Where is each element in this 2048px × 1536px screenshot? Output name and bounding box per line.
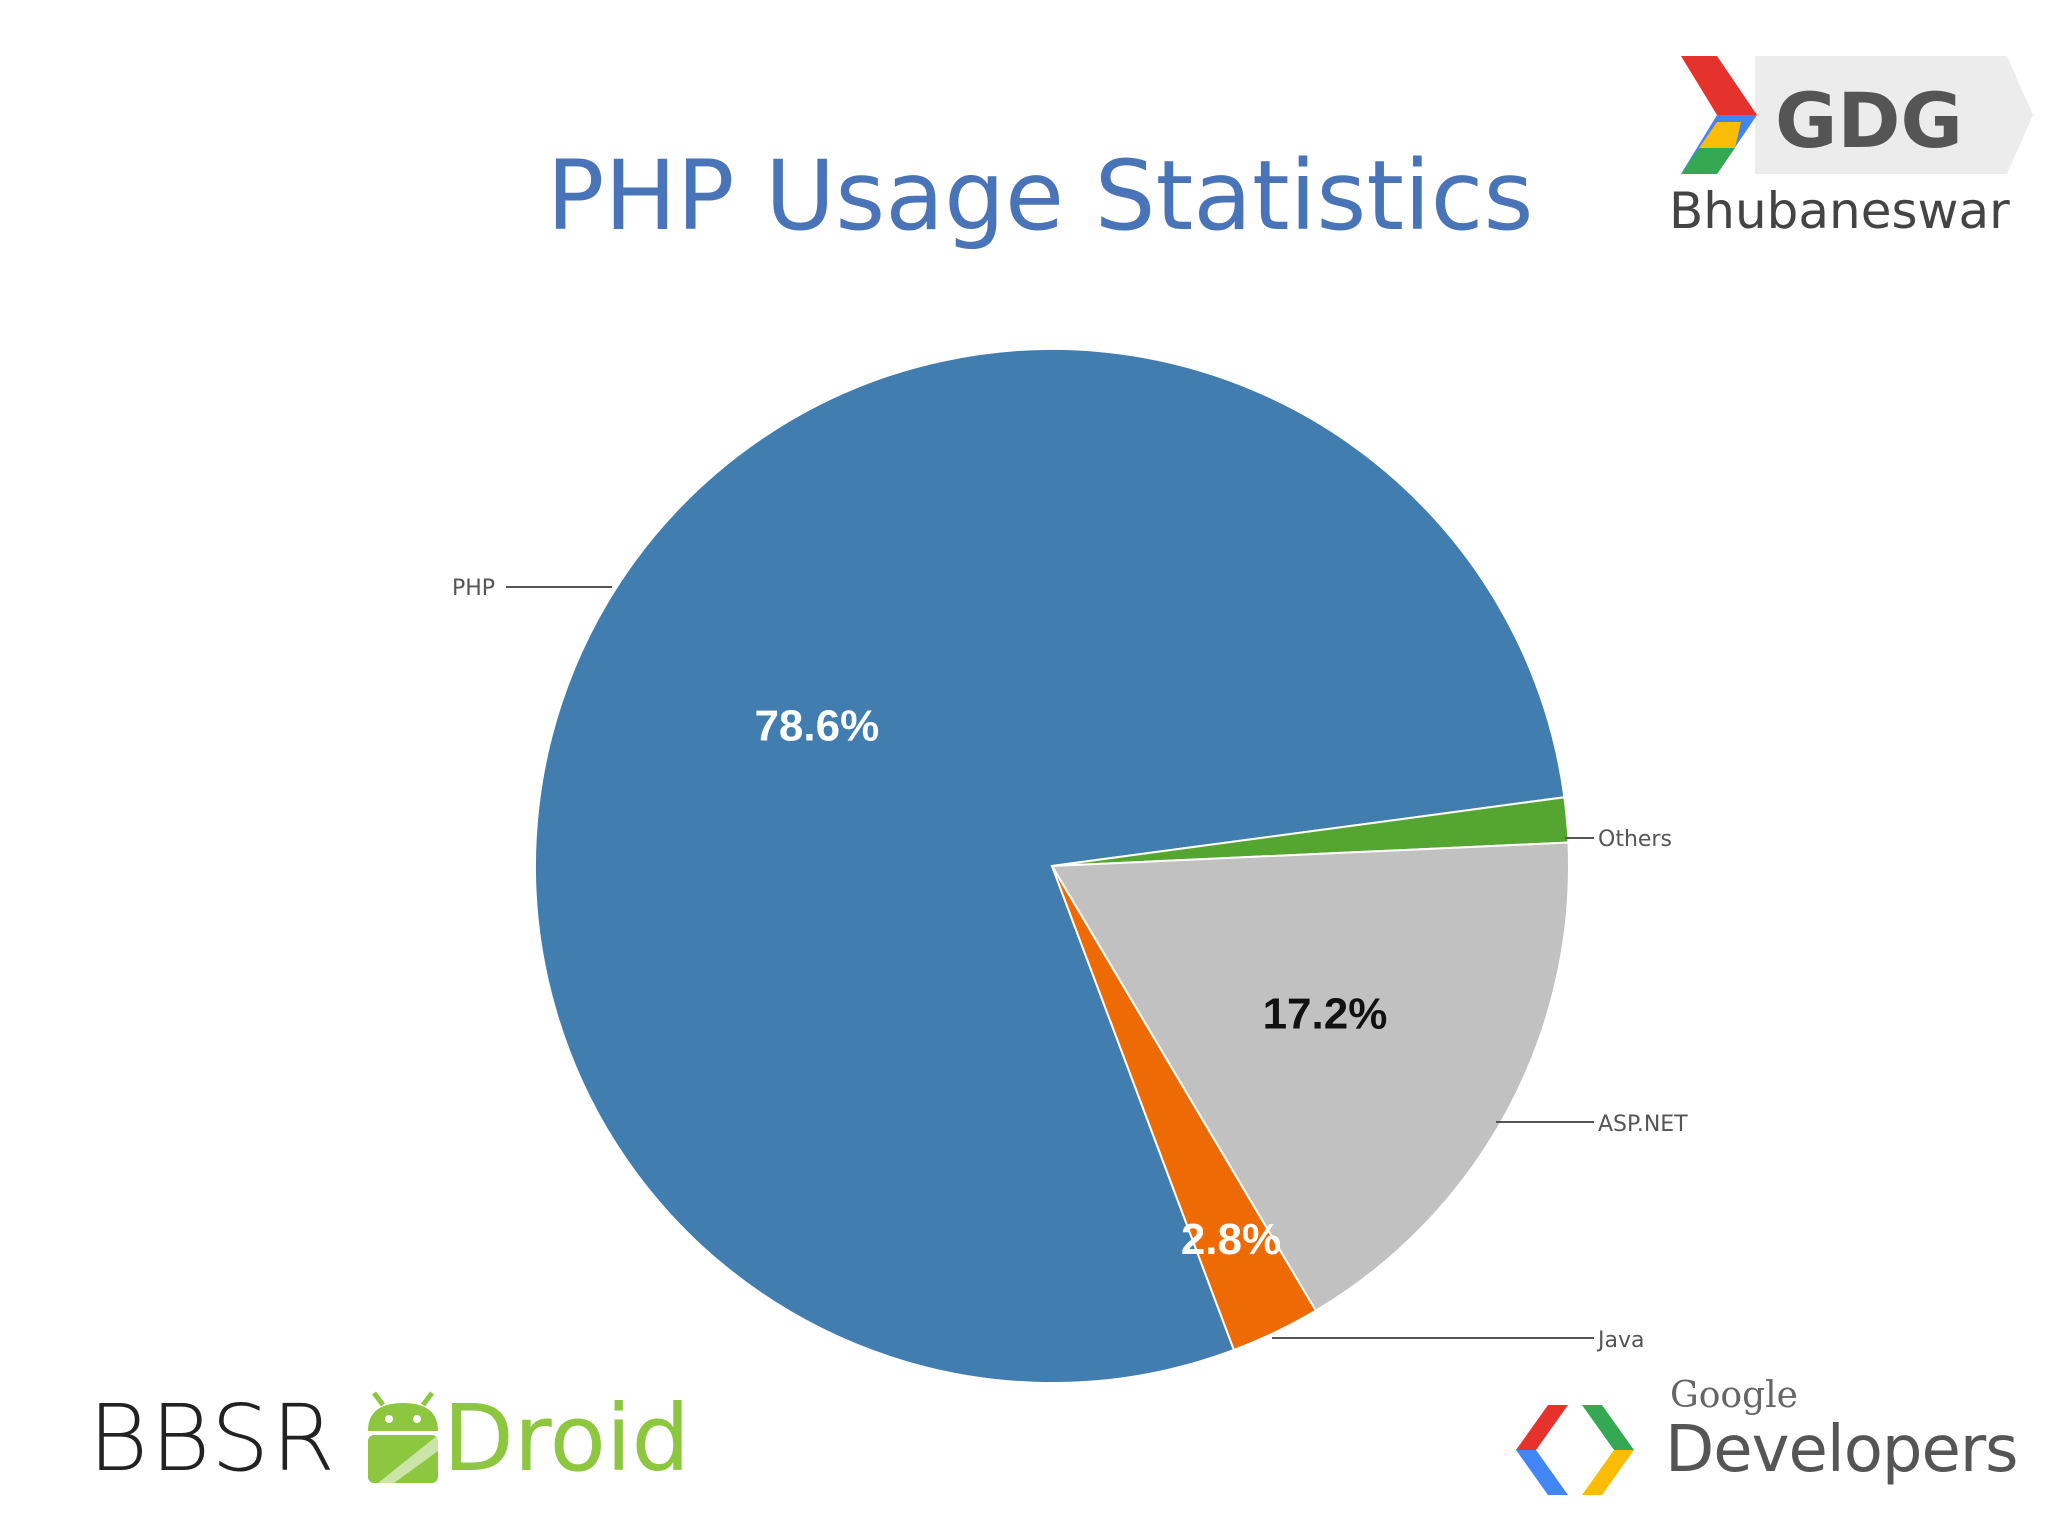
google-developers-brackets-icon — [1516, 1405, 1634, 1495]
google-wordmark: Google — [1670, 1375, 1798, 1416]
developers-wordmark: Developers — [1665, 1413, 2018, 1487]
droid-wordmark: Droid — [443, 1385, 690, 1492]
category-label-php: PHP — [452, 576, 495, 601]
gdg-city-label: Bhubaneswar — [1669, 182, 2010, 240]
category-label-others: Others — [1598, 827, 1672, 852]
data-label-java: 2.8% — [1181, 1215, 1281, 1264]
pie-slice-asp-net — [1050, 841, 1570, 1313]
gdg-banner-icon — [1681, 56, 2033, 174]
data-label-asp-net: 17.2% — [1263, 989, 1388, 1038]
bbsr-droid-logo: BBSR Droid — [88, 1385, 690, 1495]
slide-title: PHP Usage Statistics — [546, 140, 1534, 252]
category-label-java: Java — [1596, 1328, 1644, 1353]
google-developers-logo: Google Developers — [1510, 1375, 2030, 1505]
data-label-php: 78.6% — [754, 701, 879, 750]
pie-slice-php — [534, 348, 1566, 1384]
category-label-asp-net: ASP.NET — [1598, 1112, 1688, 1137]
pie-slice-java — [1051, 865, 1318, 1352]
android-icon — [368, 1391, 438, 1483]
gdg-bhubaneswar-logo: GDG Bhubaneswar — [1655, 52, 2035, 252]
bbsr-wordmark: BBSR — [88, 1385, 338, 1492]
gdg-wordmark: GDG — [1775, 76, 1963, 165]
